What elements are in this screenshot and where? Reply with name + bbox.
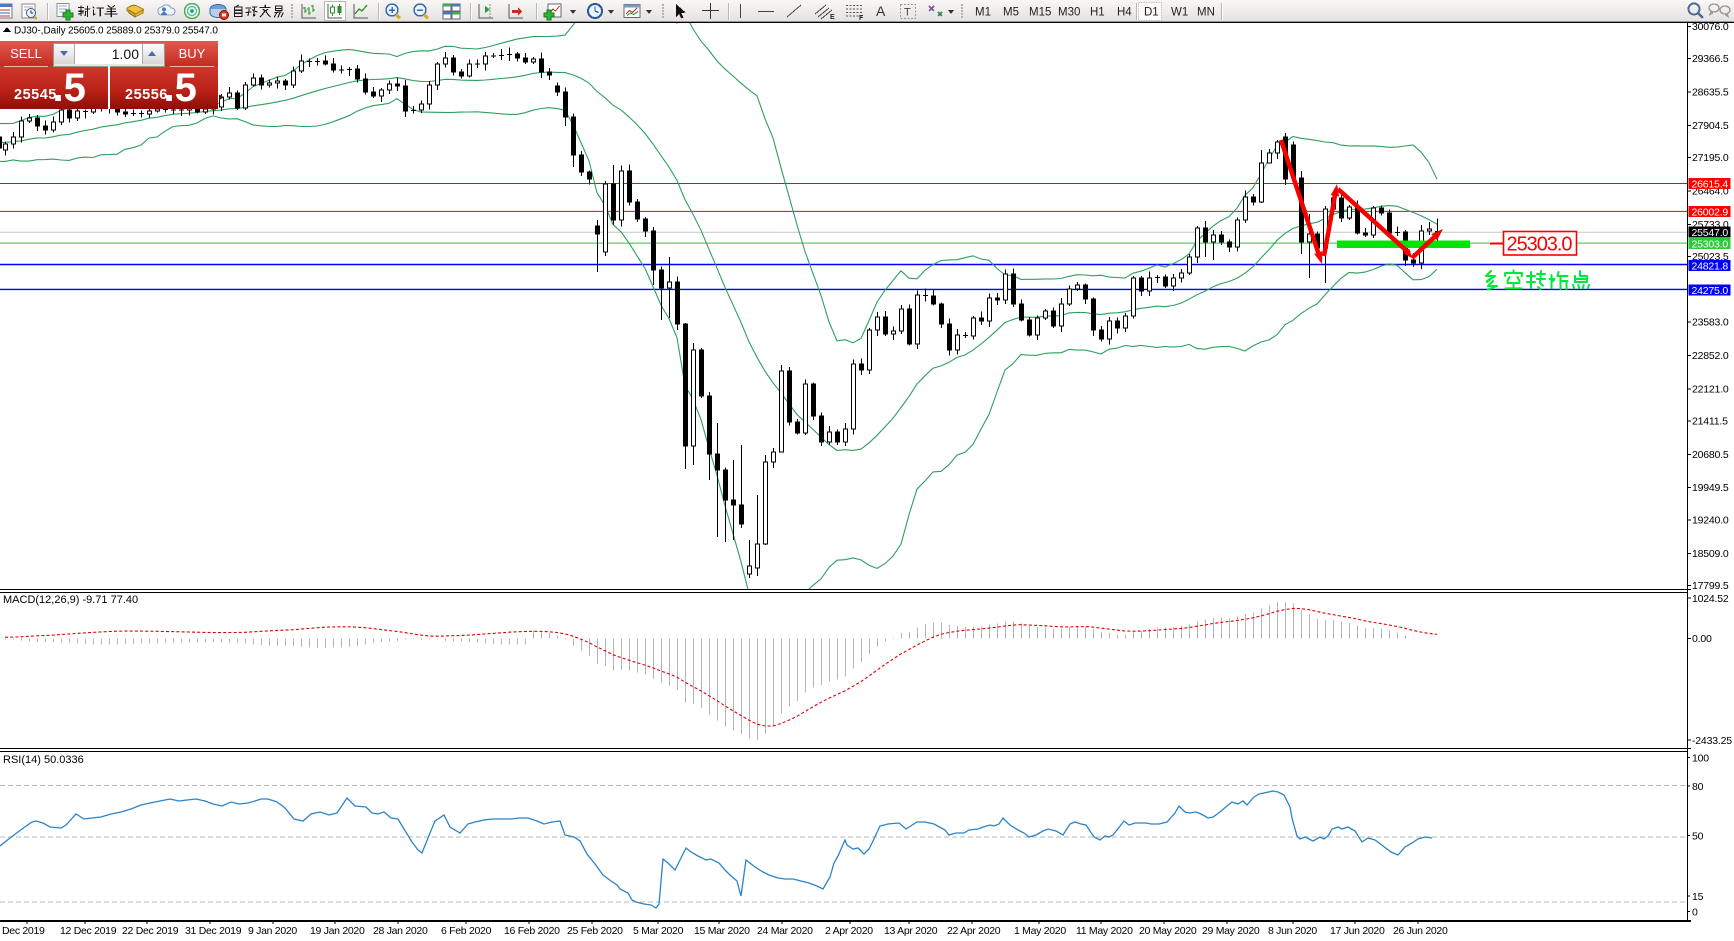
svg-text:22 Dec 2019: 22 Dec 2019: [122, 925, 179, 937]
svg-text:26002.9: 26002.9: [1692, 207, 1729, 219]
svg-text:17 Jun 2020: 17 Jun 2020: [1330, 925, 1385, 937]
svg-text:1 May 2020: 1 May 2020: [1014, 925, 1066, 937]
svg-text:M5: M5: [1003, 7, 1019, 19]
svg-text:6 Feb 2020: 6 Feb 2020: [441, 925, 492, 937]
svg-text:23583.0: 23583.0: [1692, 317, 1729, 329]
svg-text:26 Jun 2020: 26 Jun 2020: [1393, 925, 1448, 937]
svg-text:11 May 2020: 11 May 2020: [1076, 925, 1133, 937]
svg-text:29366.5: 29366.5: [1692, 53, 1729, 65]
svg-text:24821.8: 24821.8: [1692, 260, 1729, 272]
svg-text:19949.5: 19949.5: [1692, 482, 1729, 494]
svg-text:-2433.25: -2433.25: [1692, 735, 1732, 747]
svg-text:24275.0: 24275.0: [1692, 285, 1729, 297]
svg-text:T: T: [904, 7, 911, 19]
svg-text:80: 80: [1692, 781, 1704, 793]
svg-text:24 Mar 2020: 24 Mar 2020: [757, 925, 813, 937]
svg-text:RSI(14) 50.0336: RSI(14) 50.0336: [3, 754, 84, 766]
svg-text:26615.4: 26615.4: [1692, 179, 1729, 191]
svg-text:W1: W1: [1171, 7, 1188, 19]
svg-text:16 Feb 2020: 16 Feb 2020: [504, 925, 560, 937]
svg-text:A: A: [876, 3, 886, 19]
svg-text:2 Apr 2020: 2 Apr 2020: [825, 925, 873, 937]
svg-text:13 Apr 2020: 13 Apr 2020: [884, 925, 938, 937]
svg-text:18509.0: 18509.0: [1692, 548, 1729, 560]
svg-text:F: F: [859, 15, 864, 22]
svg-text:25303.0: 25303.0: [1692, 238, 1729, 250]
svg-text:15 Mar 2020: 15 Mar 2020: [694, 925, 750, 937]
svg-text:Dec 2019: Dec 2019: [2, 925, 45, 937]
svg-text:29 May 2020: 29 May 2020: [1202, 925, 1260, 937]
svg-text:0.00: 0.00: [1692, 633, 1712, 645]
svg-text:22 Apr 2020: 22 Apr 2020: [947, 925, 1001, 937]
svg-text:1024.52: 1024.52: [1692, 593, 1729, 605]
svg-text:D1: D1: [1144, 7, 1159, 19]
svg-text:15: 15: [1692, 891, 1704, 903]
svg-text:DJ30-,Daily: DJ30-,Daily: [14, 26, 66, 37]
svg-text:25 Feb 2020: 25 Feb 2020: [567, 925, 623, 937]
svg-text:25547.0: 25547.0: [1692, 227, 1729, 239]
svg-text:E: E: [830, 14, 835, 21]
svg-text:22852.0: 22852.0: [1692, 350, 1729, 362]
svg-text:MACD(12,26,9) -9.71 77.40: MACD(12,26,9) -9.71 77.40: [3, 594, 138, 606]
svg-text:M1: M1: [975, 7, 991, 19]
svg-text:27195.0: 27195.0: [1692, 152, 1729, 164]
svg-text:H4: H4: [1117, 7, 1132, 19]
svg-text:30076.0: 30076.0: [1692, 21, 1729, 33]
svg-text:100: 100: [1692, 752, 1709, 764]
svg-text:0: 0: [1692, 906, 1698, 918]
svg-text:5 Mar 2020: 5 Mar 2020: [633, 925, 684, 937]
svg-text:25303.0: 25303.0: [1507, 234, 1573, 256]
svg-text:M15: M15: [1029, 7, 1051, 19]
svg-text:28 Jan 2020: 28 Jan 2020: [373, 925, 428, 937]
svg-text:28635.5: 28635.5: [1692, 87, 1729, 99]
svg-text:MN: MN: [1197, 7, 1215, 19]
svg-text:19240.0: 19240.0: [1692, 515, 1729, 527]
svg-text:19 Jan 2020: 19 Jan 2020: [310, 925, 365, 937]
svg-text:25605.0 25889.0 25379.0 25547.: 25605.0 25889.0 25379.0 25547.0: [68, 26, 218, 37]
svg-text:17799.5: 17799.5: [1692, 580, 1729, 592]
svg-text:20680.5: 20680.5: [1692, 449, 1729, 461]
svg-text:H1: H1: [1090, 7, 1105, 19]
svg-text:50: 50: [1692, 831, 1704, 843]
svg-text:M30: M30: [1058, 7, 1080, 19]
svg-text:9 Jan 2020: 9 Jan 2020: [248, 925, 297, 937]
svg-text:31 Dec 2019: 31 Dec 2019: [185, 925, 242, 937]
svg-text:22121.0: 22121.0: [1692, 383, 1729, 395]
svg-text:12 Dec 2019: 12 Dec 2019: [60, 925, 117, 937]
svg-text:21411.5: 21411.5: [1692, 416, 1728, 428]
svg-text:8 Jun 2020: 8 Jun 2020: [1268, 925, 1317, 937]
svg-text:27904.5: 27904.5: [1692, 120, 1729, 132]
svg-text:20 May 2020: 20 May 2020: [1139, 925, 1197, 937]
